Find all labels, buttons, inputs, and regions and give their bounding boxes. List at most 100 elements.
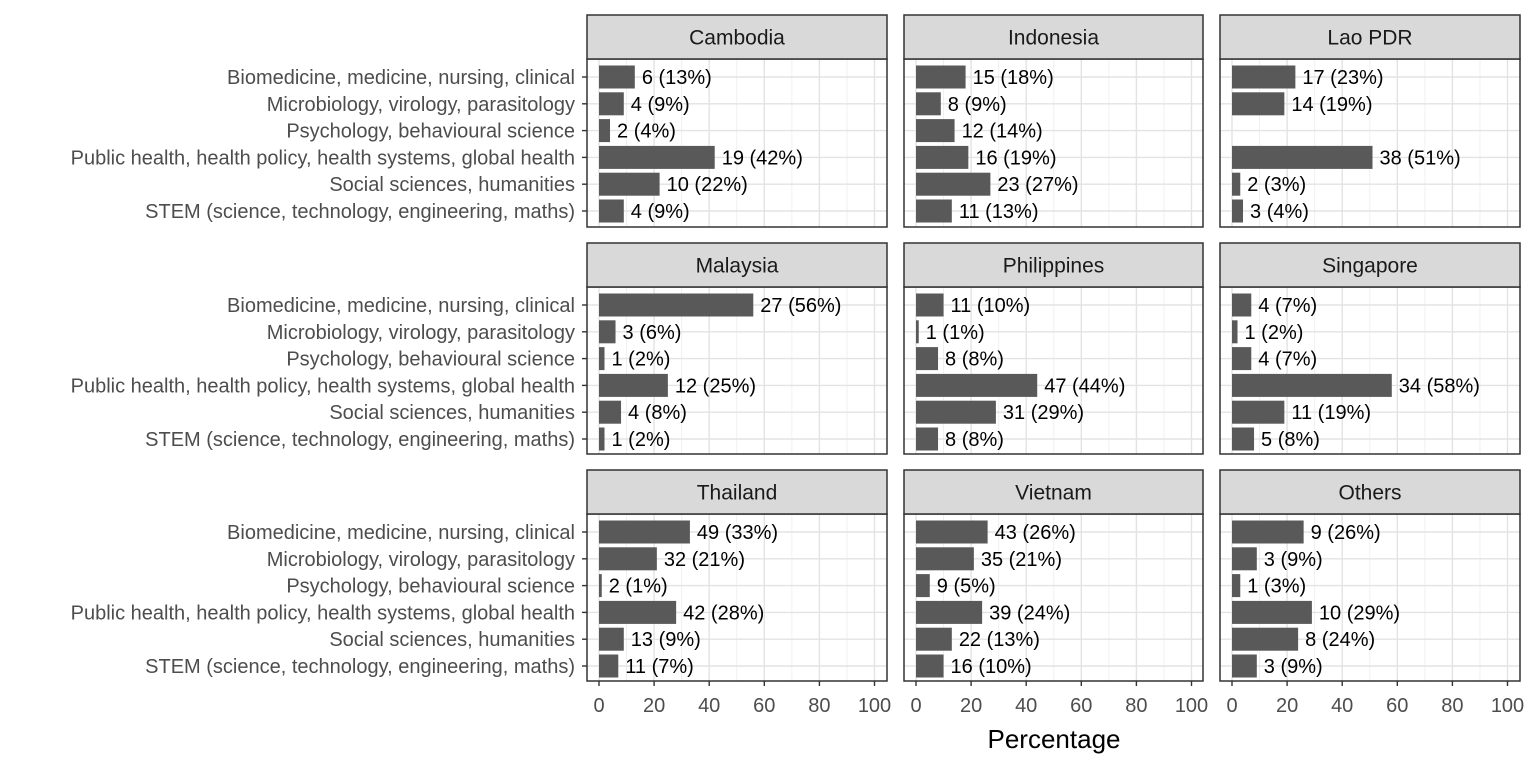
bar	[916, 427, 939, 451]
facet-strip	[903, 469, 1204, 515]
bar-value-label: 32 (21%)	[664, 549, 745, 571]
bar	[1232, 320, 1238, 344]
bar	[1232, 199, 1244, 223]
category-label: Social sciences, humanities	[329, 629, 575, 651]
bar-value-label: 19 (42%)	[722, 147, 803, 169]
facet-label-others: Others	[1338, 482, 1401, 505]
bar-value-label: 31 (29%)	[1003, 402, 1084, 424]
bar	[599, 400, 622, 424]
x-tick-label: 80	[808, 695, 830, 717]
bar	[599, 320, 616, 344]
bar	[599, 347, 605, 371]
bar-value-label: 11 (10%)	[951, 295, 1031, 317]
bar	[599, 427, 605, 451]
category-label: Public health, health policy, health sys…	[71, 147, 575, 169]
bar	[916, 92, 941, 116]
bar-value-label: 1 (2%)	[1245, 322, 1304, 344]
bar	[1232, 347, 1252, 371]
x-tick-label: 20	[643, 695, 665, 717]
bar-value-label: 4 (8%)	[628, 402, 687, 424]
facet-label-indonesia: Indonesia	[1008, 27, 1099, 50]
bar	[599, 574, 602, 598]
facet-strip	[1219, 14, 1521, 60]
bar-value-label: 8 (9%)	[948, 94, 1007, 116]
bar	[599, 627, 624, 651]
bar-value-label: 39 (24%)	[989, 602, 1070, 624]
facet-label-vietnam: Vietnam	[1015, 482, 1092, 505]
bar	[599, 65, 635, 89]
bar	[1232, 547, 1257, 571]
bar	[916, 293, 944, 317]
x-tick-label: 80	[1441, 695, 1463, 717]
bar	[1232, 172, 1241, 196]
bar-value-label: 11 (7%)	[625, 656, 694, 678]
x-axis-title: Percentage	[988, 724, 1121, 754]
bar	[599, 547, 657, 571]
bar-value-label: 4 (7%)	[1258, 349, 1317, 371]
category-label: STEM (science, technology, engineering, …	[145, 201, 575, 223]
bar-value-label: 2 (1%)	[609, 576, 668, 598]
bar	[916, 520, 988, 544]
bar	[916, 627, 952, 651]
x-tick-label: 0	[593, 695, 604, 717]
bar-value-label: 2 (3%)	[1247, 174, 1306, 196]
category-label: Social sciences, humanities	[329, 402, 575, 424]
facet-strip	[903, 242, 1204, 288]
category-label: Microbiology, virology, parasitology	[267, 94, 575, 116]
category-label: Psychology, behavioural science	[286, 576, 575, 598]
bar-value-label: 4 (9%)	[631, 201, 690, 223]
bar	[599, 600, 677, 624]
bar-value-label: 11 (13%)	[959, 201, 1039, 223]
bar-value-label: 35 (21%)	[981, 549, 1062, 571]
facet-strip	[586, 14, 888, 60]
bar	[1232, 65, 1296, 89]
category-label: Public health, health policy, health sys…	[71, 602, 575, 624]
bar	[599, 199, 624, 223]
facet-label-singapore: Singapore	[1322, 255, 1418, 278]
bar	[1232, 145, 1373, 169]
bar-value-label: 27 (56%)	[760, 295, 841, 317]
bar-value-label: 42 (28%)	[683, 602, 764, 624]
bar	[916, 119, 955, 143]
bar	[599, 520, 690, 544]
bar-value-label: 22 (13%)	[959, 629, 1040, 651]
bar-value-label: 13 (9%)	[631, 629, 701, 651]
bar-value-label: 5 (8%)	[1261, 429, 1320, 451]
category-label: Psychology, behavioural science	[286, 349, 575, 371]
bar	[599, 119, 611, 143]
x-tick-label: 40	[1331, 695, 1353, 717]
bar-value-label: 14 (19%)	[1291, 94, 1372, 116]
bar-value-label: 3 (6%)	[623, 322, 682, 344]
x-tick-label: 100	[1175, 695, 1208, 717]
bar	[916, 400, 996, 424]
category-label: Biomedicine, medicine, nursing, clinical	[227, 522, 575, 544]
facet-label-malaysia: Malaysia	[696, 255, 779, 278]
facet-label-philippines: Philippines	[1003, 255, 1105, 278]
bar	[599, 654, 619, 678]
x-tick-label: 40	[1015, 695, 1037, 717]
bar-value-label: 2 (4%)	[617, 121, 676, 143]
facet-strip	[586, 469, 888, 515]
bar	[599, 373, 668, 397]
category-label: Social sciences, humanities	[329, 174, 575, 196]
bar	[1232, 293, 1252, 317]
bar-value-label: 9 (26%)	[1311, 522, 1381, 544]
category-label: STEM (science, technology, engineering, …	[145, 656, 575, 678]
bar-value-label: 43 (26%)	[995, 522, 1076, 544]
x-tick-label: 40	[698, 695, 720, 717]
bar	[599, 172, 660, 196]
x-tick-label: 80	[1125, 695, 1147, 717]
category-label: STEM (science, technology, engineering, …	[145, 429, 575, 451]
bar-value-label: 9 (5%)	[937, 576, 996, 598]
bar	[1232, 400, 1285, 424]
facet-strip	[586, 242, 888, 288]
bar-value-label: 6 (13%)	[642, 67, 712, 89]
bar-value-label: 12 (25%)	[675, 375, 756, 397]
bar-value-label: 1 (2%)	[612, 429, 671, 451]
bar-value-label: 3 (9%)	[1264, 656, 1323, 678]
bar	[916, 145, 969, 169]
x-tick-label: 20	[960, 695, 982, 717]
bar	[916, 574, 930, 598]
bar-value-label: 23 (27%)	[997, 174, 1078, 196]
